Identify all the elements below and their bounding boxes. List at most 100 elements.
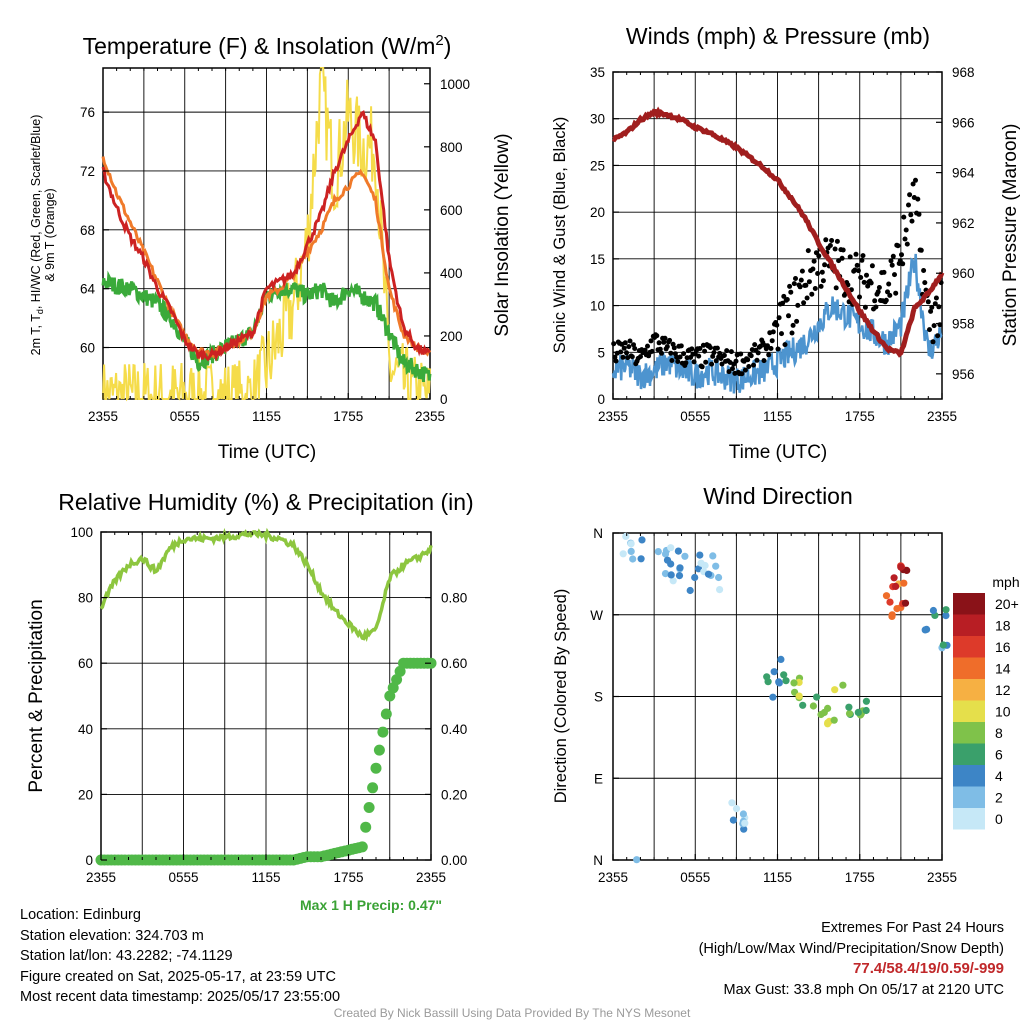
gust-point [761,358,767,364]
gust-point [677,354,683,360]
direction-point [638,536,646,544]
gust-point [869,263,875,269]
precip-point [380,708,392,720]
direction-point [732,805,741,813]
gust-point [791,281,797,287]
direction-point [740,825,748,833]
direction-panel: Wind Direction 2355 0555 1155 1755 2355 N E S W N… [552,483,1020,885]
gust-point [883,297,889,303]
station-info: Location: Edinburg Station elevation: 32… [20,905,340,1008]
gust-point [789,330,795,336]
gust-point [854,262,860,268]
gust-point [728,349,734,355]
gust-point [876,285,882,290]
gust-point [918,247,924,253]
gust-point [933,295,939,301]
temperature-panel: Temperature (F) & Insolation (W/m2) 2355… [29,32,513,463]
gust-point [779,331,784,337]
x-tick-label: 1755 [333,870,363,885]
gust-point [790,322,796,328]
direction-point [709,552,717,560]
gust-point [689,346,695,352]
direction-point [661,550,670,558]
gust-point [622,340,628,346]
gust-point [784,297,790,302]
legend-swatch [953,593,985,615]
gust-point [925,299,931,305]
gust-point [766,352,772,358]
humidity-title: Relative Humidity (%) & Precipitation (i… [58,489,473,515]
gust-point [887,292,893,298]
gust-point [886,281,892,287]
direction-point [824,719,832,727]
gust-point [724,348,730,354]
gust-point [730,366,735,372]
precip-point [377,726,389,738]
gust-point [793,276,798,281]
gust-point [801,300,807,306]
direction-point [831,686,839,694]
y-tick-label: 64 [80,282,96,297]
gust-point [742,367,748,373]
legend-swatch [953,743,985,765]
gust-point [721,352,727,358]
winds-title: Winds (mph) & Pressure (mb) [626,23,930,49]
direction-point [686,586,694,595]
rh-line [99,527,433,643]
gust-point [811,258,817,264]
y2-tick-label: 956 [952,367,975,382]
gust-point [657,346,663,352]
direction-point [622,532,630,541]
gust-point [738,351,744,357]
gust-point [921,268,927,273]
gust-point [881,269,887,275]
direction-point [661,570,670,578]
extremes-values: 77.4/58.4/19/0.59/-999 [853,960,1004,977]
gust-point [861,279,867,285]
direction-point [696,551,704,559]
x-tick-label: 1755 [333,409,363,424]
gust-point [900,261,906,267]
direction-point [633,856,641,864]
y-tick-label: 100 [70,525,93,540]
direction-point [777,655,785,664]
gust-point [713,358,719,364]
precip-point [367,782,379,794]
x-tick-label: 0555 [170,409,200,424]
y2-tick-label: 958 [952,317,975,332]
gust-point [822,262,828,268]
speed-legend: 0 2 4 6 8 10 12 14 16 18 20+ [953,593,1019,830]
legend-swatch [953,636,985,658]
direction-point [830,716,838,724]
humidity-ylabel: Percent & Precipitation [26,599,47,792]
gust-point [659,350,664,356]
direction-point [780,671,788,679]
temp-9m-line [101,156,432,360]
x-tick-label: 2355 [927,870,957,885]
gust-point [745,357,751,363]
gust-point [786,313,791,319]
gust-point [888,258,894,264]
y-tick-label: 68 [80,223,95,238]
winds-xlabel: Time (UTC) [729,442,828,463]
legend-label: 2 [995,789,1003,805]
y2-tick-label: 960 [952,266,975,281]
gust-point [669,358,675,363]
gust-point [809,291,815,297]
max-precip-label: Max 1 H Precip: 0.47" [300,897,443,913]
gust-point [696,353,702,359]
gust-point [827,243,833,248]
direction-point [942,612,950,620]
temperature-ylabel-line2: & 9m T (Orange) [43,188,57,281]
gust-point [711,350,717,356]
gust-point [710,353,716,359]
gust-point [916,211,922,217]
gust-point [709,361,715,367]
gust-point [810,266,816,272]
x-tick-label: 1155 [251,870,280,885]
x-tick-label: 2355 [598,870,628,885]
y-tick-label: 76 [80,105,95,120]
gust-point [904,241,910,247]
gust-point [899,252,904,258]
y-tick-label: 40 [78,722,93,737]
